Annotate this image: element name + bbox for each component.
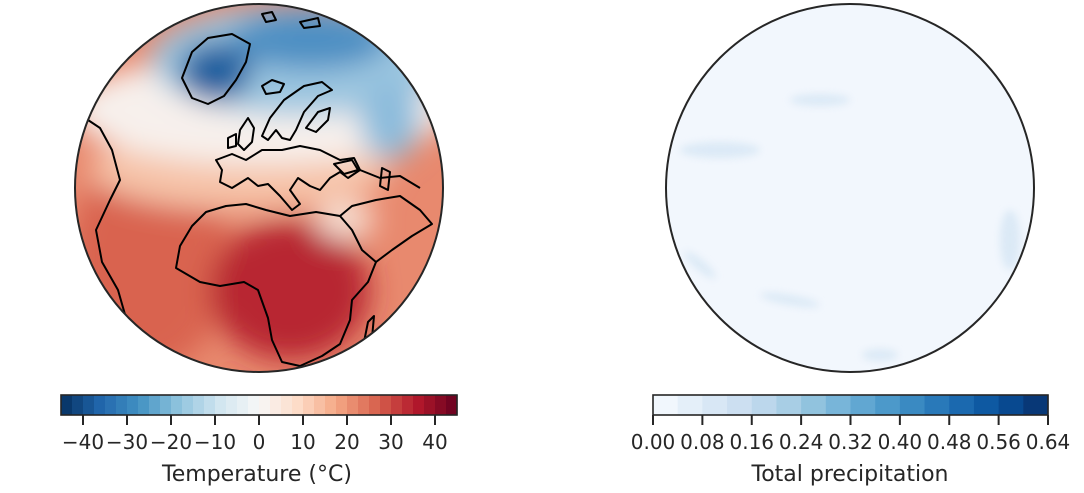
precipitation-colorbar: 0.00 0.08 0.16 0.24 0.32 0.40 0.48 0.56 0.64 bbox=[631, 394, 1071, 454]
colorbar-bin bbox=[171, 395, 183, 415]
colorbar-bin bbox=[149, 395, 161, 415]
colorbar-bin bbox=[182, 395, 194, 415]
colorbar-tick-label: 0 bbox=[253, 430, 266, 454]
colorbar-bin bbox=[998, 395, 1024, 415]
colorbar-tick-label: 0.00 bbox=[631, 430, 676, 454]
colorbar-tick-label: 0.56 bbox=[976, 430, 1021, 454]
colorbar-tick-label: 10 bbox=[290, 430, 315, 454]
colorbar-tick-label: −40 bbox=[62, 430, 104, 454]
colorbar-bin bbox=[138, 395, 150, 415]
colorbar-bin bbox=[314, 395, 326, 415]
colorbar-bin bbox=[325, 395, 337, 415]
colorbar-bin bbox=[1023, 395, 1049, 415]
colorbar-bin bbox=[875, 395, 901, 415]
colorbar-tick-label: 0.64 bbox=[1026, 430, 1071, 454]
temperature-globe-outline bbox=[74, 3, 444, 373]
colorbar-bin bbox=[248, 395, 260, 415]
colorbar-tick-label: −10 bbox=[194, 430, 236, 454]
colorbar-bin bbox=[446, 395, 458, 415]
colorbar-bin bbox=[369, 395, 381, 415]
colorbar-bin bbox=[402, 395, 414, 415]
colorbar-bin bbox=[215, 395, 227, 415]
colorbar-bin bbox=[358, 395, 370, 415]
colorbar-bin bbox=[801, 395, 827, 415]
temperature-colorbar: −40 −30 −20 −10 0 10 20 30 40 bbox=[60, 394, 458, 454]
colorbar-bin bbox=[347, 395, 359, 415]
colorbar-bin bbox=[226, 395, 238, 415]
colorbar-bin bbox=[83, 395, 95, 415]
colorbar-bin bbox=[850, 395, 876, 415]
colorbar-bin bbox=[116, 395, 128, 415]
precipitation-globe-outline bbox=[665, 3, 1035, 373]
colorbar-bin bbox=[204, 395, 216, 415]
colorbar-bin bbox=[776, 395, 802, 415]
precipitation-colorbar-label: Total precipitation bbox=[751, 462, 949, 487]
colorbar-bin bbox=[825, 395, 852, 415]
colorbar-bin bbox=[281, 395, 293, 415]
temperature-colorbar-label: Temperature (°C) bbox=[161, 462, 352, 487]
colorbar-bin bbox=[270, 395, 282, 415]
colorbar-bin bbox=[105, 395, 117, 415]
colorbar-bin bbox=[702, 395, 728, 415]
colorbar-bin bbox=[72, 395, 84, 415]
colorbar-bin bbox=[94, 395, 106, 415]
colorbar-tick-label: 0.32 bbox=[828, 430, 873, 454]
colorbar-bin bbox=[424, 395, 436, 415]
colorbar-bin bbox=[160, 395, 172, 415]
colorbar-bin bbox=[413, 395, 425, 415]
colorbar-bin bbox=[949, 395, 975, 415]
colorbar-tick-label: 40 bbox=[422, 430, 447, 454]
colorbar-bin bbox=[259, 395, 271, 415]
colorbar-tick-label: 0.16 bbox=[729, 430, 774, 454]
colorbar-bin bbox=[899, 395, 926, 415]
colorbar-bin bbox=[193, 395, 205, 415]
precipitation-globe bbox=[666, 4, 1034, 372]
colorbar-bin bbox=[292, 395, 304, 415]
colorbar-bin bbox=[237, 395, 249, 415]
colorbar-bin bbox=[751, 395, 778, 415]
colorbar-tick-label: 0.24 bbox=[779, 430, 824, 454]
colorbar-tick-label: −20 bbox=[150, 430, 192, 454]
colorbar-bin bbox=[924, 395, 950, 415]
colorbar-tick-label: 0.48 bbox=[927, 430, 972, 454]
colorbar-bin bbox=[391, 395, 403, 415]
colorbar-bin bbox=[435, 395, 447, 415]
colorbar-bin bbox=[727, 395, 753, 415]
colorbar-tick-label: −30 bbox=[106, 430, 148, 454]
colorbar-bin bbox=[127, 395, 139, 415]
colorbar-bin bbox=[303, 395, 315, 415]
colorbar-bin bbox=[380, 395, 392, 415]
colorbar-bin bbox=[973, 395, 1000, 415]
colorbar-bin bbox=[653, 395, 679, 415]
colorbar-tick-label: 0.40 bbox=[878, 430, 923, 454]
temperature-globe bbox=[75, 4, 443, 372]
colorbar-tick-label: 30 bbox=[378, 430, 403, 454]
colorbar-bin bbox=[61, 395, 73, 415]
colorbar-bin bbox=[336, 395, 348, 415]
colorbar-bin bbox=[677, 395, 703, 415]
colorbar-tick-label: 0.08 bbox=[680, 430, 725, 454]
colorbar-tick-label: 20 bbox=[334, 430, 359, 454]
